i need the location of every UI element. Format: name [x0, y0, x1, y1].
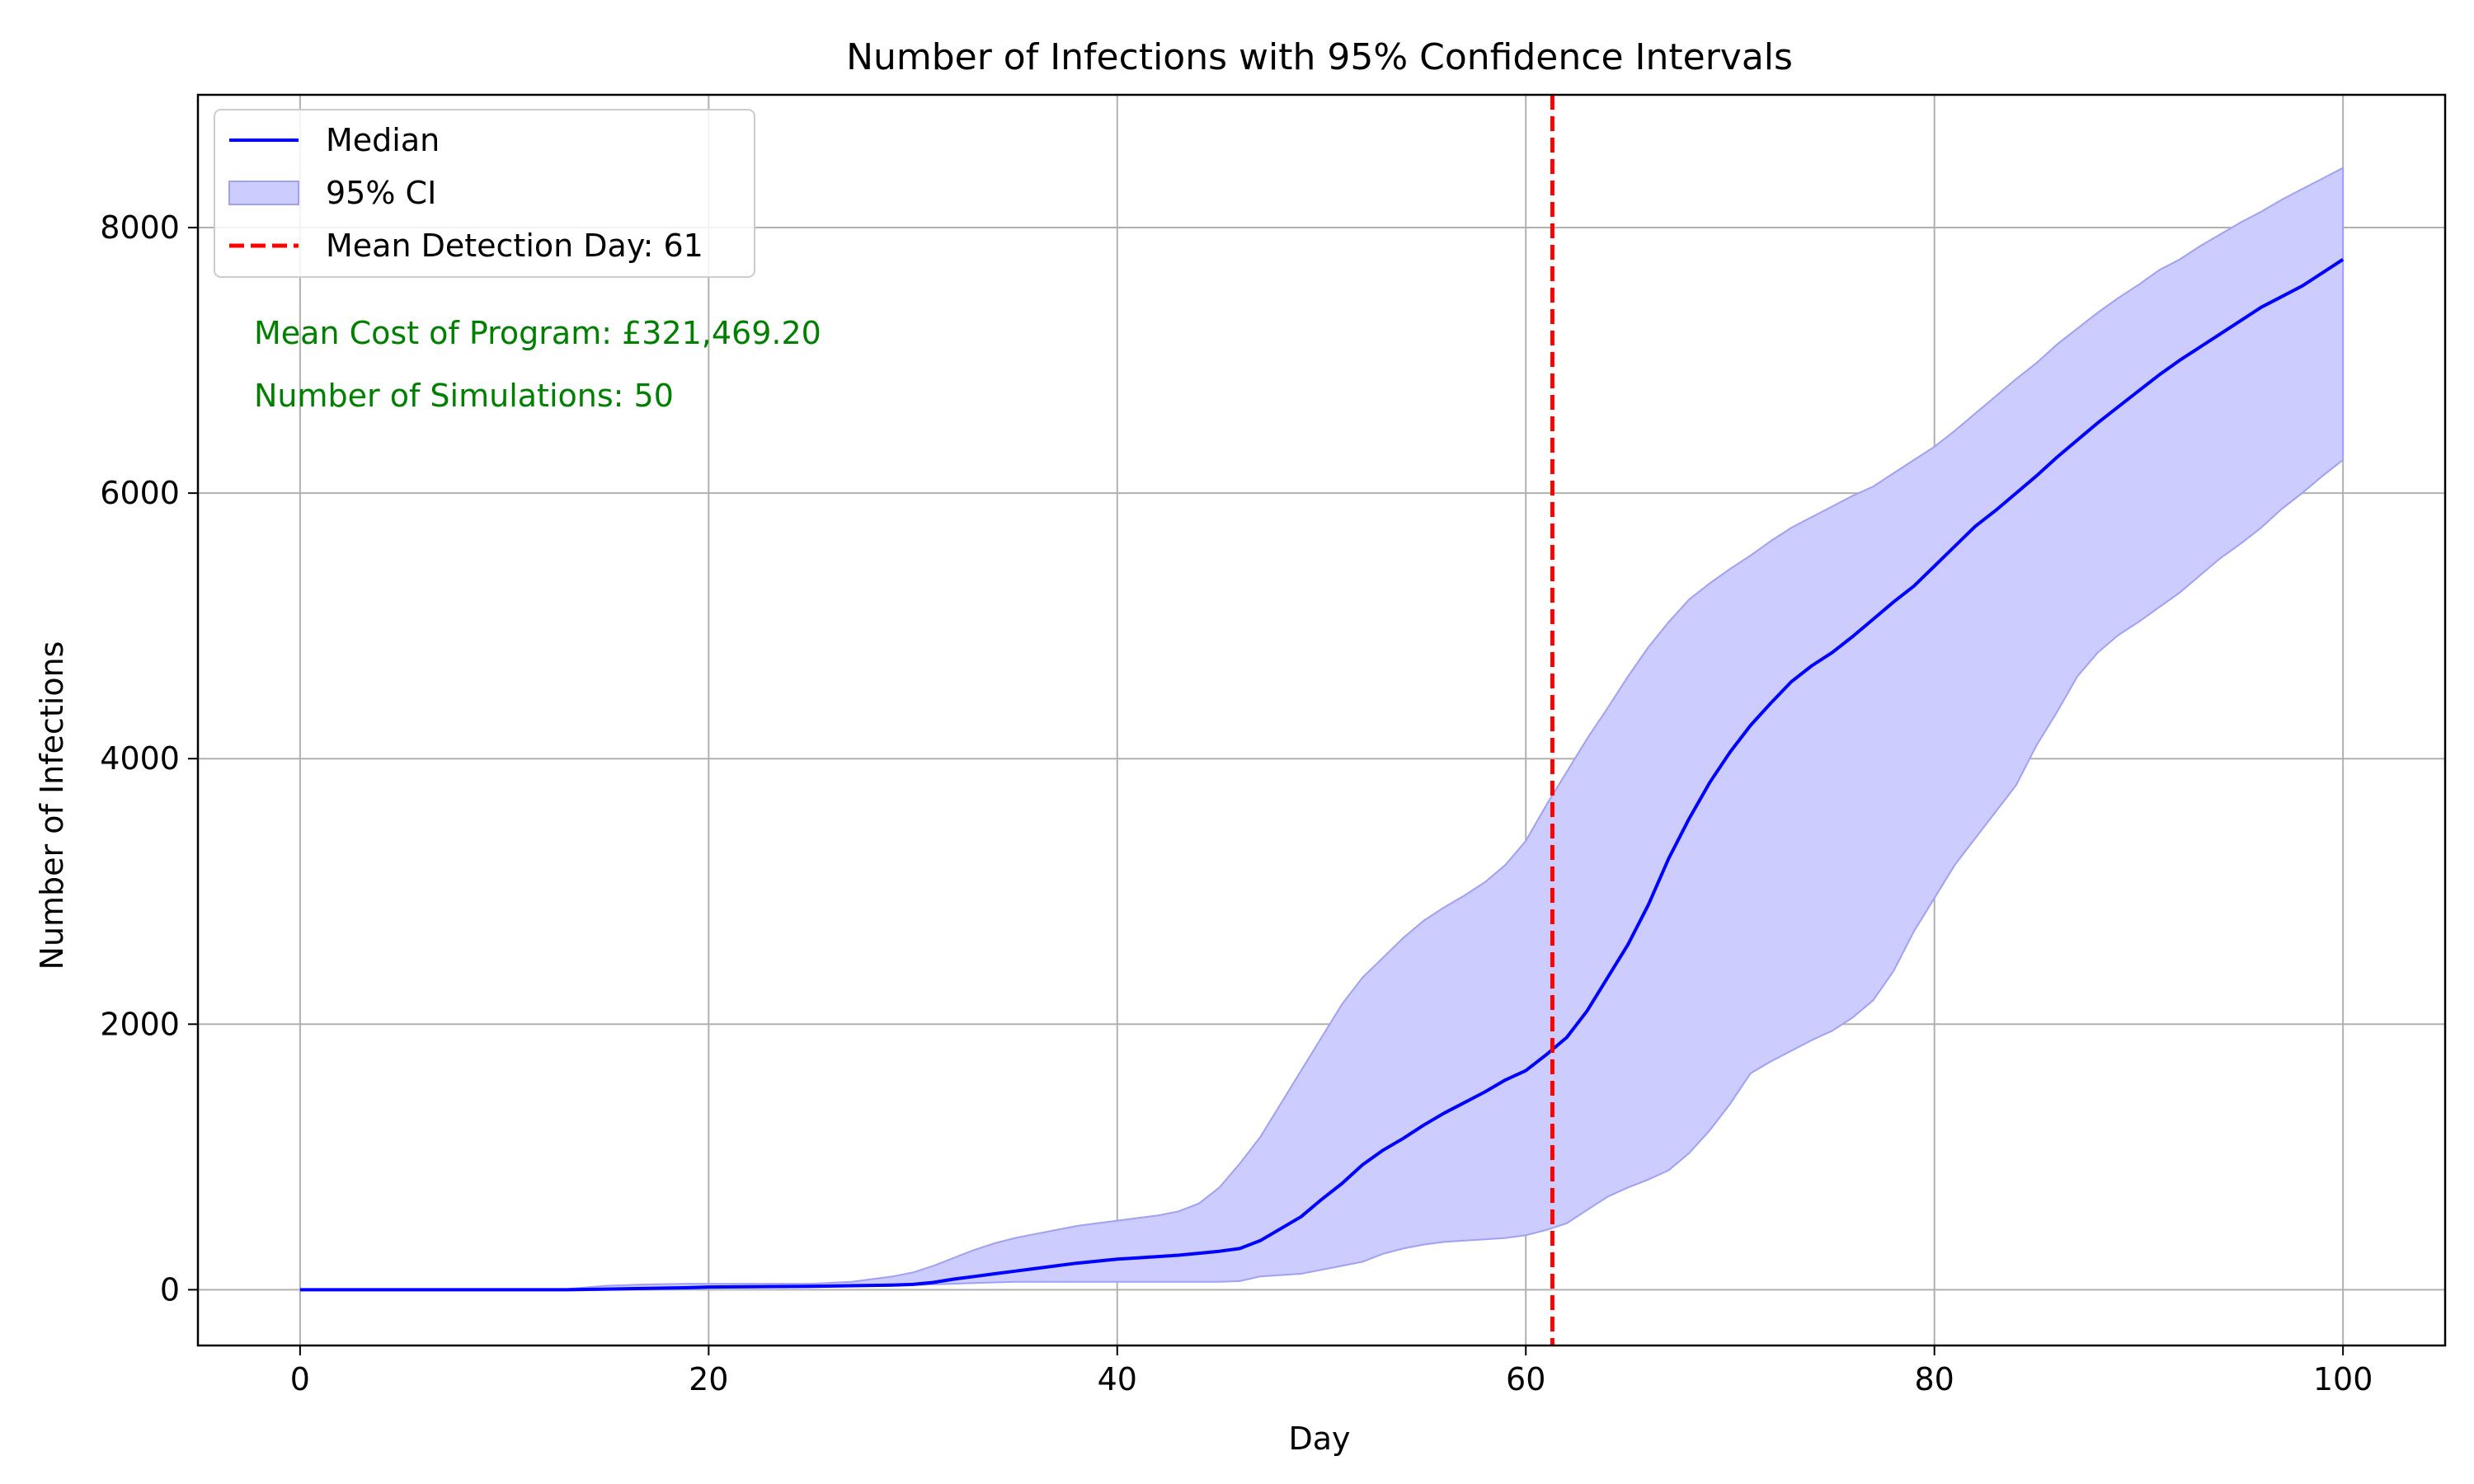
x-tick-label: 80 — [1915, 1361, 1954, 1397]
legend-label: Mean Detection Day: 61 — [326, 228, 703, 264]
y-tick-label: 0 — [160, 1271, 180, 1308]
chart-title: Number of Infections with 95% Confidence… — [846, 36, 1793, 78]
x-tick-label: 40 — [1098, 1361, 1137, 1397]
x-tick-label: 60 — [1506, 1361, 1545, 1397]
x-tick-label: 0 — [290, 1361, 310, 1397]
legend-label: Median — [326, 122, 440, 158]
x-tick-label: 100 — [2313, 1361, 2373, 1397]
axes-frame — [196, 93, 2447, 1347]
legend-label: 95% CI — [326, 175, 436, 211]
median-line — [299, 258, 2345, 1292]
legend-ci-swatch — [228, 181, 299, 205]
annotation-simulation-count: Number of Simulations: 50 — [254, 378, 674, 414]
x-axis-label: Day — [1288, 1421, 1350, 1457]
x-tick-label: 20 — [689, 1361, 728, 1397]
legend-box — [214, 109, 755, 278]
y-tick-label: 8000 — [100, 209, 180, 246]
ci-band — [299, 166, 2345, 1291]
legend: Median 95% CI Mean Detection Day: 61 — [214, 109, 755, 278]
y-axis-label: Number of Infections — [34, 641, 70, 970]
plot-area: 0 20 40 60 80 100 0 2000 4000 6000 8000 — [100, 93, 2447, 1397]
y-tick-label: 2000 — [100, 1006, 180, 1042]
annotation-mean-cost: Mean Cost of Program: £321,469.20 — [254, 315, 821, 351]
y-tick-label: 4000 — [100, 740, 180, 777]
y-tick-label: 6000 — [100, 475, 180, 511]
